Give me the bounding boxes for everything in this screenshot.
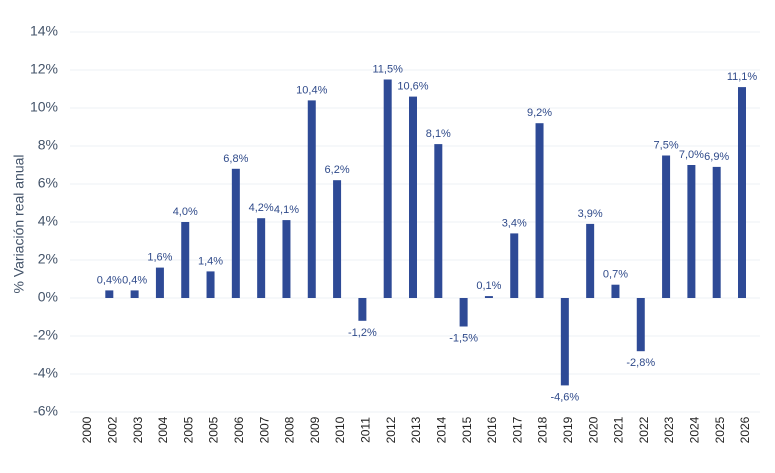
bar bbox=[712, 166, 721, 298]
data-label: 9,2% bbox=[527, 107, 552, 119]
bar bbox=[231, 168, 240, 298]
data-label: 7,5% bbox=[654, 140, 679, 152]
bar bbox=[358, 298, 367, 321]
y-tick-label: 0% bbox=[38, 289, 58, 305]
bar bbox=[434, 144, 443, 298]
data-label: 0,7% bbox=[603, 269, 628, 281]
x-tick-label: 2014 bbox=[434, 416, 448, 443]
data-label: 6,8% bbox=[223, 153, 248, 165]
x-tick-label: 2006 bbox=[232, 416, 246, 443]
bar bbox=[383, 79, 392, 298]
y-tick-label: -2% bbox=[33, 327, 58, 343]
data-label: -1,2% bbox=[348, 327, 377, 339]
bar bbox=[333, 180, 342, 298]
data-label: 6,9% bbox=[704, 151, 729, 163]
data-label: 7,0% bbox=[679, 149, 704, 161]
data-label: 1,4% bbox=[198, 255, 223, 267]
x-tick-label: 2008 bbox=[283, 416, 297, 443]
x-tick-label: 2025 bbox=[713, 416, 727, 443]
bar bbox=[130, 290, 139, 298]
bar bbox=[611, 284, 620, 298]
data-label: 3,4% bbox=[502, 217, 527, 229]
data-label: 10,6% bbox=[397, 81, 428, 93]
bar bbox=[257, 218, 266, 298]
x-tick-label: 2024 bbox=[688, 416, 702, 443]
bar bbox=[738, 87, 746, 298]
data-label: 0,1% bbox=[476, 280, 501, 292]
data-label: -4,6% bbox=[550, 391, 579, 403]
data-label: 4,0% bbox=[173, 206, 198, 218]
data-label: -2,8% bbox=[626, 357, 655, 369]
x-tick-label: 2020 bbox=[586, 416, 600, 443]
data-label: 0,4% bbox=[97, 274, 122, 286]
x-tick-label: 2002 bbox=[105, 416, 119, 443]
bar bbox=[206, 271, 215, 298]
x-tick-label: 2012 bbox=[384, 416, 398, 443]
data-label: 6,2% bbox=[325, 164, 350, 176]
data-label: 4,2% bbox=[249, 202, 274, 214]
y-tick-label: 12% bbox=[30, 61, 58, 77]
y-tick-label: 2% bbox=[38, 251, 58, 267]
bar bbox=[282, 220, 291, 298]
bar bbox=[586, 223, 595, 298]
data-label: 0,4% bbox=[122, 274, 147, 286]
data-label: 10,4% bbox=[296, 84, 327, 96]
data-labels: 0,4% 0,4%1,6%4,0%1,4%6,8%4,2% 4,1%10,4%6,2… bbox=[97, 64, 758, 404]
y-tick-label: 14% bbox=[30, 23, 58, 39]
bar bbox=[181, 222, 190, 298]
bar bbox=[535, 123, 544, 298]
x-axis-ticks: 2000 2002 2003 2004 2005 2005 2006 2007 2008 2009… bbox=[80, 416, 752, 443]
x-tick-label: 2005 bbox=[207, 416, 221, 443]
data-label: 3,9% bbox=[578, 208, 603, 220]
x-tick-label: 2000 bbox=[80, 416, 94, 443]
x-tick-label: 2016 bbox=[485, 416, 499, 443]
x-tick-label: 2019 bbox=[561, 416, 575, 443]
bar bbox=[662, 155, 671, 298]
x-tick-label: 2010 bbox=[333, 416, 347, 443]
y-axis-label: % Variación real anual bbox=[11, 154, 27, 293]
bar bbox=[409, 96, 417, 298]
x-tick-label: 2021 bbox=[612, 416, 626, 443]
x-tick-label: 2005 bbox=[181, 416, 195, 443]
y-tick-label: 8% bbox=[38, 137, 58, 153]
bar bbox=[510, 233, 519, 298]
bar bbox=[484, 296, 493, 298]
bars bbox=[105, 79, 746, 386]
y-tick-label: -4% bbox=[33, 365, 58, 381]
data-label: -1,5% bbox=[449, 333, 478, 345]
bar bbox=[459, 298, 468, 327]
y-tick-label: 4% bbox=[38, 213, 58, 229]
bar bbox=[687, 165, 696, 298]
y-tick-label: -6% bbox=[33, 403, 58, 419]
data-label: 8,1% bbox=[426, 128, 451, 140]
x-tick-label: 2007 bbox=[257, 416, 271, 443]
y-tick-label: 10% bbox=[30, 99, 58, 115]
data-label: 11,1% bbox=[727, 71, 758, 83]
x-tick-label: 2015 bbox=[460, 416, 474, 443]
x-tick-label: 2023 bbox=[662, 416, 676, 443]
bar bbox=[307, 100, 316, 299]
y-axis-ticks: -6% -4% -2% 0% 2% 4% 6% 8% 10% 12% 14% bbox=[30, 23, 58, 419]
x-tick-label: 2022 bbox=[637, 416, 651, 443]
x-tick-label: 2003 bbox=[131, 416, 145, 443]
data-label: 4,1% bbox=[274, 204, 299, 216]
x-tick-label: 2011 bbox=[359, 417, 373, 443]
data-label: 11,5% bbox=[373, 64, 404, 76]
data-label: 1,6% bbox=[147, 252, 172, 264]
x-tick-label: 2013 bbox=[409, 416, 423, 443]
y-tick-label: 6% bbox=[38, 175, 58, 191]
bar bbox=[105, 290, 114, 298]
x-tick-label: 2018 bbox=[536, 416, 550, 443]
bar bbox=[560, 298, 569, 386]
bar bbox=[155, 267, 164, 298]
bar bbox=[636, 298, 645, 352]
x-tick-label: 2017 bbox=[510, 416, 524, 443]
x-tick-label: 2009 bbox=[308, 416, 322, 443]
x-tick-label: 2026 bbox=[738, 416, 752, 443]
x-tick-label: 2004 bbox=[156, 416, 170, 443]
